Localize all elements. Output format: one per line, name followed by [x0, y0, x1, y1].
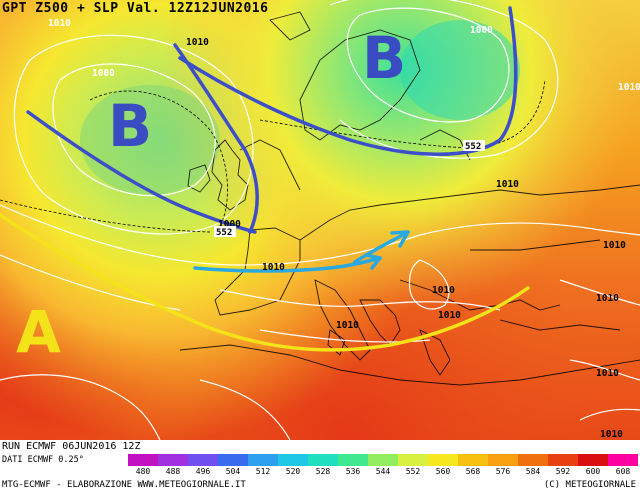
legend-tick-label: 512: [255, 467, 271, 476]
legend-tick-label: 600: [585, 467, 601, 476]
data-info: DATI ECMWF 0.25°: [2, 455, 84, 465]
isobar-label: 1010: [432, 285, 455, 296]
color-legend: [128, 454, 638, 466]
legend-tick-label: 496: [195, 467, 211, 476]
legend-tick-label: 584: [525, 467, 541, 476]
isobar-label: 1010: [496, 179, 519, 190]
low-center-scandinavia: B: [362, 24, 406, 92]
run-info: RUN ECMWF 06JUN2016 12Z: [2, 441, 141, 452]
isobar-label: 1010: [48, 18, 71, 29]
legend-swatch: [158, 454, 188, 466]
flow-arrows: [193, 230, 410, 273]
legend-swatch: [188, 454, 218, 466]
isobar-label: 1000: [218, 219, 241, 230]
legend-tick-label: 488: [165, 467, 181, 476]
legend-tick-label: 560: [435, 467, 451, 476]
isobar-label: 1010: [438, 310, 461, 321]
legend-tick-label: 504: [225, 467, 241, 476]
legend-swatch: [368, 454, 398, 466]
legend-swatch: [608, 454, 638, 466]
legend-swatch: [128, 454, 158, 466]
isobar-labels: 1010 1010 1000 1000 1010 1000 1010 1010 …: [48, 18, 640, 440]
legend-tick-label: 480: [135, 467, 151, 476]
legend-tick-label: 608: [615, 467, 631, 476]
legend-tick-label: 520: [285, 467, 301, 476]
legend-swatch: [398, 454, 428, 466]
trough-line-north: [178, 6, 518, 156]
flow-arrow-upper: [353, 230, 410, 264]
legend-swatch: [218, 454, 248, 466]
isobar-label: 1000: [92, 68, 115, 79]
legend-tick-label: 528: [315, 467, 331, 476]
legend-tick-label: 536: [345, 467, 361, 476]
low-center-atlantic: B: [108, 92, 152, 160]
legend-swatch: [308, 454, 338, 466]
legend-tick-label: 576: [495, 467, 511, 476]
coastlines: [179, 11, 640, 386]
legend-swatch: [248, 454, 278, 466]
legend-tick-label: 544: [375, 467, 391, 476]
legend-swatch: [578, 454, 608, 466]
map-title: GPT Z500 + SLP Val. 12Z12JUN2016: [2, 1, 269, 16]
legend-swatch: [458, 454, 488, 466]
isobar-label: 1010: [186, 37, 209, 48]
trough-line-east: [173, 43, 259, 234]
credit-left: MTG-ECMWF - ELABORAZIONE WWW.METEOGIORNA…: [2, 480, 246, 490]
isobar-label: 1010: [336, 320, 359, 331]
height-labels: 552 552: [214, 140, 485, 238]
legend-tick-label: 592: [555, 467, 571, 476]
height-label: 552: [465, 142, 481, 152]
high-center-azores: A: [16, 298, 61, 366]
legend-swatch: [338, 454, 368, 466]
map-footer: RUN ECMWF 06JUN2016 12Z DATI ECMWF 0.25°…: [0, 440, 640, 493]
legend-tick-label: 568: [465, 467, 481, 476]
ridge-axis: [0, 213, 530, 352]
legend-swatch: [548, 454, 578, 466]
isobar-label: 1010: [262, 262, 285, 273]
legend-swatch: [428, 454, 458, 466]
isobar-label: 1010: [596, 293, 619, 304]
isobar-label: 1000: [470, 25, 493, 36]
legend-swatch: [488, 454, 518, 466]
legend-swatch: [518, 454, 548, 466]
isobar-label: 1010: [618, 82, 640, 93]
isobar-label: 1010: [600, 429, 623, 440]
legend-swatch: [278, 454, 308, 466]
isobar-label: 1010: [603, 240, 626, 251]
flow-arrow-main: [193, 256, 382, 273]
credit-right: (C) METEOGIORNALE: [543, 480, 636, 490]
isobar-label: 1010: [596, 368, 619, 379]
height-contours: [0, 79, 546, 233]
legend-ticks: 480 488 496 504 512 520 528 536 544 552 560 568 576 5…: [128, 467, 638, 479]
legend-tick-label: 552: [405, 467, 421, 476]
height-label: 552: [216, 228, 232, 238]
